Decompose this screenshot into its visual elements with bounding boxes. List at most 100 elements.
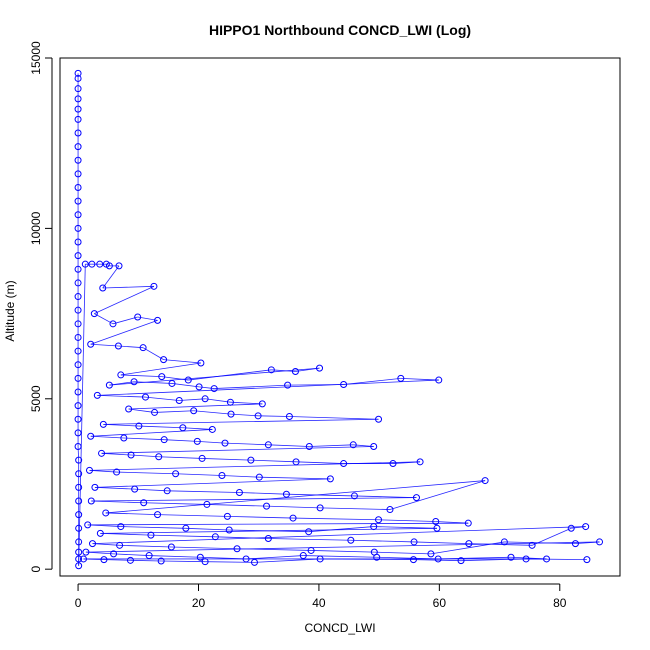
y-tick-label: 15000 — [29, 41, 43, 75]
plot-frame — [59, 57, 621, 577]
data-point — [349, 441, 357, 449]
series-line-segment — [102, 265, 120, 289]
data-point — [98, 449, 106, 457]
series-line-segment — [171, 383, 200, 388]
series-line-segment — [289, 416, 379, 420]
data-point — [74, 95, 82, 103]
series-line-segment — [128, 408, 155, 413]
series-lines — [77, 73, 600, 566]
data-point — [151, 408, 159, 416]
data-point — [528, 541, 536, 549]
data-point — [74, 347, 82, 355]
series-line-segment — [94, 285, 155, 314]
data-point — [340, 380, 348, 388]
series-line-segment — [103, 423, 139, 427]
data-point — [102, 509, 110, 517]
data-point — [583, 556, 591, 564]
data-point — [340, 460, 348, 468]
data-point — [100, 556, 108, 564]
data-point — [117, 523, 125, 531]
series-line-segment — [374, 551, 431, 555]
data-point — [203, 500, 211, 508]
data-point — [74, 279, 82, 287]
series-line-segment — [143, 502, 207, 505]
data-point — [433, 524, 441, 532]
series-line-segment — [113, 553, 150, 556]
data-point — [99, 420, 107, 428]
data-point — [81, 260, 89, 268]
series-line-segment — [105, 480, 486, 514]
data-point — [291, 368, 299, 376]
data-point — [500, 538, 508, 546]
data-point — [74, 170, 82, 178]
series-line-segment — [246, 555, 304, 560]
data-point — [193, 437, 201, 445]
series-line-segment — [85, 551, 114, 555]
series-line-segment — [175, 473, 222, 476]
data-point — [247, 456, 255, 464]
data-point — [167, 543, 175, 551]
data-point — [223, 512, 231, 520]
y-tick-label: 5000 — [29, 385, 43, 412]
data-point — [110, 550, 118, 558]
series-line-segment — [526, 558, 587, 561]
data-point — [285, 413, 293, 421]
data-point — [74, 361, 82, 369]
data-point — [184, 376, 192, 384]
series-line-segment — [109, 381, 135, 386]
data-point — [126, 556, 134, 564]
data-point — [172, 470, 180, 478]
data-point — [582, 523, 590, 531]
series-line-segment — [91, 500, 144, 504]
data-point — [386, 506, 394, 514]
data-point — [140, 499, 148, 507]
data-point — [75, 524, 83, 532]
data-point — [127, 451, 135, 459]
chart-title: HIPPO1 Northbound CONCD_LWI (Log) — [209, 22, 471, 38]
series-line-segment — [134, 381, 173, 384]
data-point — [74, 415, 82, 423]
data-point — [350, 492, 358, 500]
data-point — [465, 540, 473, 548]
data-point — [457, 557, 465, 565]
series-line-segment — [286, 493, 355, 497]
data-point — [74, 143, 82, 151]
data-point — [150, 282, 158, 290]
series-line-segment — [157, 514, 228, 517]
series-line-segment — [131, 454, 159, 458]
series-line-segment — [92, 526, 586, 545]
data-point — [74, 184, 82, 191]
data-point — [135, 422, 143, 430]
data-point — [74, 252, 82, 260]
data-point — [88, 260, 96, 268]
series-line-segment — [119, 544, 172, 548]
series-line-segment — [77, 446, 80, 461]
data-point — [375, 516, 383, 524]
data-point — [195, 383, 203, 391]
series-line-segment — [120, 374, 162, 378]
data-point — [74, 293, 82, 301]
series-line-segment — [320, 507, 390, 510]
data-point — [75, 456, 83, 464]
y-axis: 0 5000 10000 15000 — [29, 41, 53, 573]
data-point — [74, 388, 82, 396]
series-line-segment — [205, 398, 231, 403]
data-point — [543, 555, 551, 563]
data-point — [139, 344, 147, 352]
data-point — [74, 238, 82, 246]
series-line-segment — [250, 459, 297, 463]
series-line-segment — [413, 559, 462, 562]
data-point — [74, 265, 82, 273]
data-point — [160, 356, 168, 364]
series-line-segment — [90, 429, 213, 437]
data-point — [74, 443, 82, 450]
data-point — [432, 517, 440, 525]
data-point — [160, 436, 168, 444]
data-point — [250, 558, 258, 566]
series-line-segment — [230, 401, 263, 405]
series-line-segment — [150, 534, 216, 538]
data-point — [84, 521, 92, 529]
data-point — [114, 342, 122, 350]
data-point — [90, 310, 98, 318]
